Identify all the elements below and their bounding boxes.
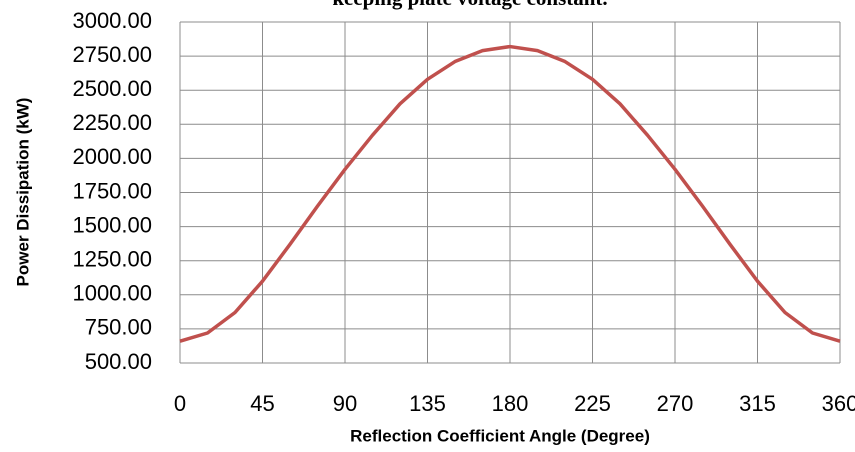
x-tick-label: 180: [492, 391, 529, 416]
x-axis-title: Reflection Coefficient Angle (Degree): [350, 426, 650, 445]
y-tick-label: 2750.00: [72, 42, 152, 67]
x-tick-label: 315: [739, 391, 776, 416]
x-tick-label: 45: [250, 391, 274, 416]
y-tick-label: 1000.00: [72, 281, 152, 306]
x-tick-label: 270: [657, 391, 694, 416]
y-tick-label: 2000.00: [72, 144, 152, 169]
chart-title: keeping plate voltage constant.: [332, 0, 607, 10]
y-tick-label: 3000.00: [72, 8, 152, 33]
y-tick-label: 2250.00: [72, 110, 152, 135]
y-tick-label: 1250.00: [72, 247, 152, 272]
y-tick-label: 2500.00: [72, 76, 152, 101]
y-tick-label: 1750.00: [72, 178, 152, 203]
x-tick-label: 90: [333, 391, 357, 416]
x-tick-label: 135: [409, 391, 446, 416]
y-tick-label: 1500.00: [72, 212, 152, 237]
y-tick-label: 750.00: [85, 315, 152, 340]
x-tick-label: 225: [574, 391, 611, 416]
line-series: [179, 44, 841, 343]
y-tick-label: 500.00: [85, 349, 152, 374]
x-tick-label: 360: [822, 391, 855, 416]
x-tick-label: 0: [174, 391, 186, 416]
y-axis-title: Power Dissipation (kW): [13, 98, 32, 287]
